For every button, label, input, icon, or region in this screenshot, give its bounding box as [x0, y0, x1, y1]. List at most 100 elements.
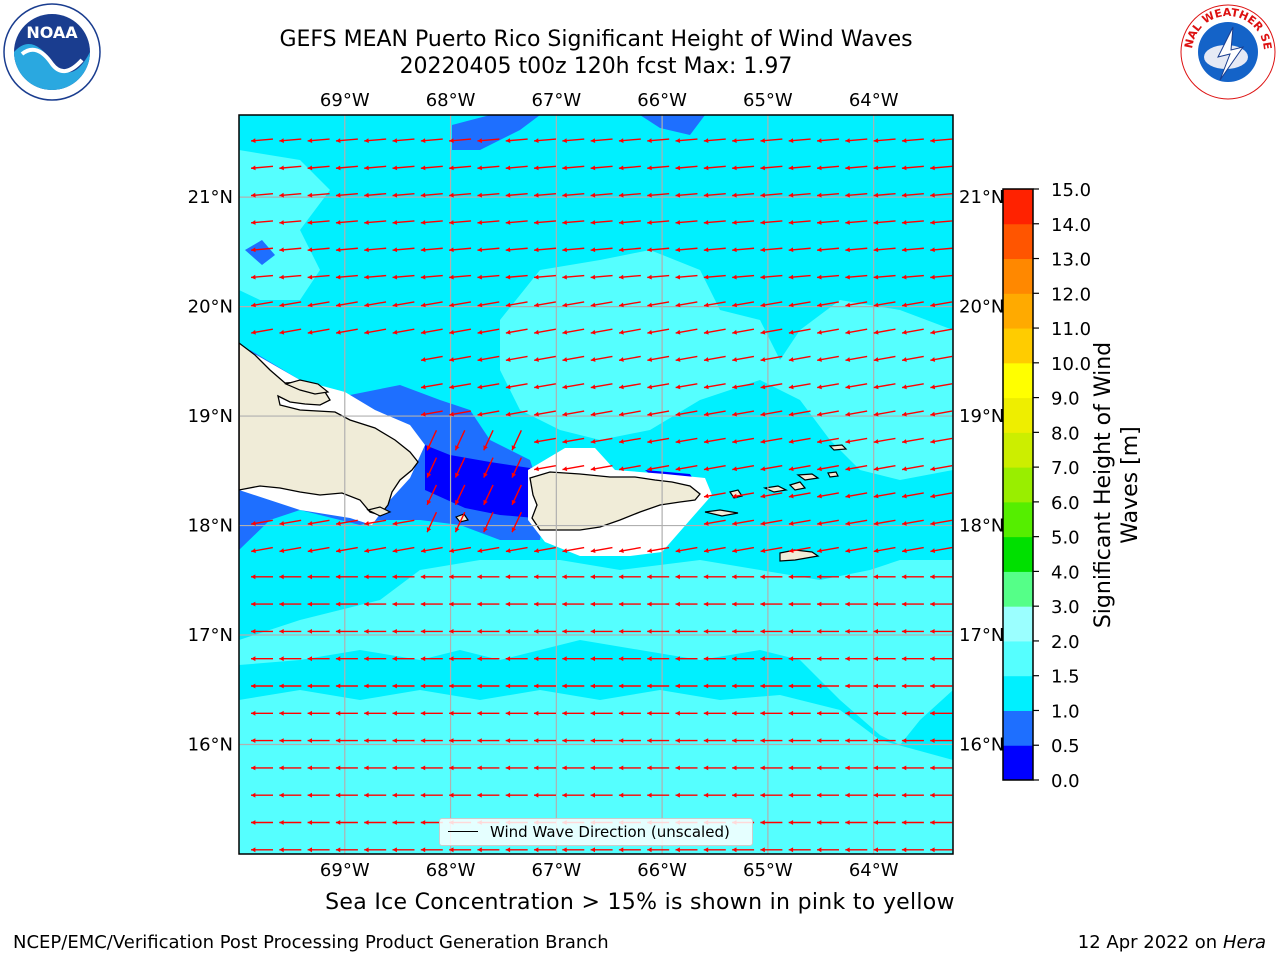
wind-wave-arrow	[426, 484, 438, 506]
wind-wave-arrow	[590, 328, 613, 335]
wind-wave-arrow	[788, 220, 811, 225]
map-frame	[238, 114, 954, 855]
colorbar: 0.0 0.5 1.0 1.5 2.0 3.0 4.0 5.0 6.0 7.0 8.0 9.0 10.0…	[1002, 180, 1091, 792]
wind-wave-arrow	[420, 738, 443, 743]
wind-wave-arrow	[364, 792, 387, 798]
wind-wave-arrow	[505, 247, 528, 253]
wind-wave-arrow	[703, 355, 726, 362]
lon-label-bottom: 66°W	[637, 860, 687, 881]
wind-wave-arrow	[732, 492, 755, 499]
wind-wave-arrow	[845, 165, 868, 171]
wind-wave-arrow	[873, 519, 896, 526]
wind-wave-arrow	[307, 656, 330, 662]
wind-wave-arrow	[562, 601, 585, 607]
wind-wave-arrow	[392, 656, 415, 662]
map-legend: Wind Wave Direction (unscaled)	[439, 818, 753, 846]
virgin-islands-2	[788, 481, 807, 491]
colorbar-bin	[1003, 189, 1033, 225]
wind-wave-arrow	[930, 274, 953, 280]
wind-wave-arrow	[788, 738, 811, 743]
lon-label-bottom: 69°W	[320, 860, 370, 881]
wind-wave-arrow	[760, 656, 783, 662]
wind-wave-arrow	[703, 138, 726, 143]
wind-wave-arrow	[703, 192, 726, 198]
wave-field-high-center	[500, 250, 953, 480]
wind-wave-arrow	[562, 437, 585, 444]
lon-label-bottom: 64°W	[849, 860, 899, 881]
wind-wave-arrow	[647, 847, 670, 853]
wind-wave-arrow	[392, 574, 415, 580]
wind-wave-arrow	[675, 437, 698, 444]
wind-wave-arrow	[901, 656, 924, 662]
wind-wave-arrow	[449, 546, 472, 554]
wind-wave-arrow	[392, 847, 415, 853]
wind-wave-arrow	[618, 301, 641, 308]
wind-wave-arrow	[511, 484, 522, 506]
wind-wave-arrow	[901, 820, 924, 825]
wind-wave-arrow	[562, 546, 585, 554]
wind-wave-arrow	[760, 629, 783, 634]
wind-wave-arrow	[873, 792, 896, 798]
wind-wave-arrow	[930, 220, 953, 225]
wind-wave-arrow	[307, 847, 330, 853]
wind-wave-arrow	[788, 355, 811, 362]
wind-wave-arrow	[788, 138, 811, 143]
wind-wave-arrow	[533, 220, 557, 225]
wind-wave-arrow	[817, 683, 839, 689]
colorbar-bin	[1003, 571, 1033, 607]
wind-wave-arrow	[420, 192, 443, 198]
wind-wave-arrow	[505, 629, 528, 634]
wind-wave-arrow	[732, 274, 755, 280]
colorbar-tick-label: 0.5	[1051, 736, 1080, 757]
wind-wave-arrow	[392, 247, 415, 253]
wave-field-min-passage	[425, 445, 535, 518]
wind-wave-arrow	[307, 629, 330, 634]
wind-wave-arrow	[420, 683, 443, 689]
wind-wave-arrow	[760, 465, 783, 472]
wind-wave-arrow	[873, 820, 896, 825]
wind-wave-arrow	[590, 410, 613, 417]
wind-wave-arrow	[505, 656, 528, 662]
wind-wave-arrow	[647, 328, 670, 335]
wind-wave-arrow	[703, 437, 726, 444]
wind-wave-arrow	[816, 247, 840, 253]
wind-wave-arrow	[901, 519, 924, 526]
wind-wave-arrow	[562, 629, 585, 634]
wind-wave-arrow	[279, 574, 302, 580]
wind-wave-arrow	[364, 247, 387, 253]
wind-wave-arrow	[307, 138, 330, 143]
wind-wave-arrow	[335, 192, 358, 198]
wind-wave-arrow	[562, 792, 585, 798]
wind-wave-arrow	[449, 274, 472, 280]
wind-wave-arrow	[534, 629, 556, 634]
lat-label-right: 20°N	[959, 297, 1004, 318]
wind-wave-arrow	[534, 383, 556, 390]
wind-wave-arrow	[873, 492, 896, 499]
wind-wave-arrow	[477, 301, 500, 308]
wind-wave-arrow	[251, 574, 273, 580]
lon-label-top: 64°W	[849, 90, 899, 111]
wind-wave-arrow	[873, 765, 896, 771]
wind-wave-arrow	[873, 546, 896, 554]
wind-wave-arrow	[364, 192, 387, 198]
wind-wave-arrow	[364, 601, 387, 607]
wind-wave-arrow	[788, 383, 811, 390]
wind-wave-arrow	[901, 301, 924, 308]
wind-wave-arrow	[703, 683, 726, 689]
wind-wave-arrow	[534, 301, 556, 308]
wind-wave-arrow	[845, 519, 868, 526]
wind-wave-arrow	[901, 574, 924, 580]
wind-wave-arrow	[534, 601, 556, 607]
lon-label-bottom: 65°W	[743, 860, 793, 881]
longitude-labels: 69°W 69°W 68°W 68°W 67°W 67°W 66°W 66°W 65°W 65°W…	[320, 90, 899, 881]
wave-field-low-top2	[640, 115, 705, 135]
wind-wave-arrow	[307, 683, 330, 689]
wind-wave-arrow	[901, 765, 924, 771]
wind-wave-arrow	[845, 138, 868, 143]
wind-wave-arrow	[901, 437, 924, 444]
wind-wave-arrow	[251, 765, 273, 771]
wind-wave-arrow	[703, 220, 726, 225]
wind-wave-arrow	[335, 820, 358, 825]
colorbar-bin	[1003, 397, 1033, 433]
wind-wave-arrow	[703, 792, 726, 798]
